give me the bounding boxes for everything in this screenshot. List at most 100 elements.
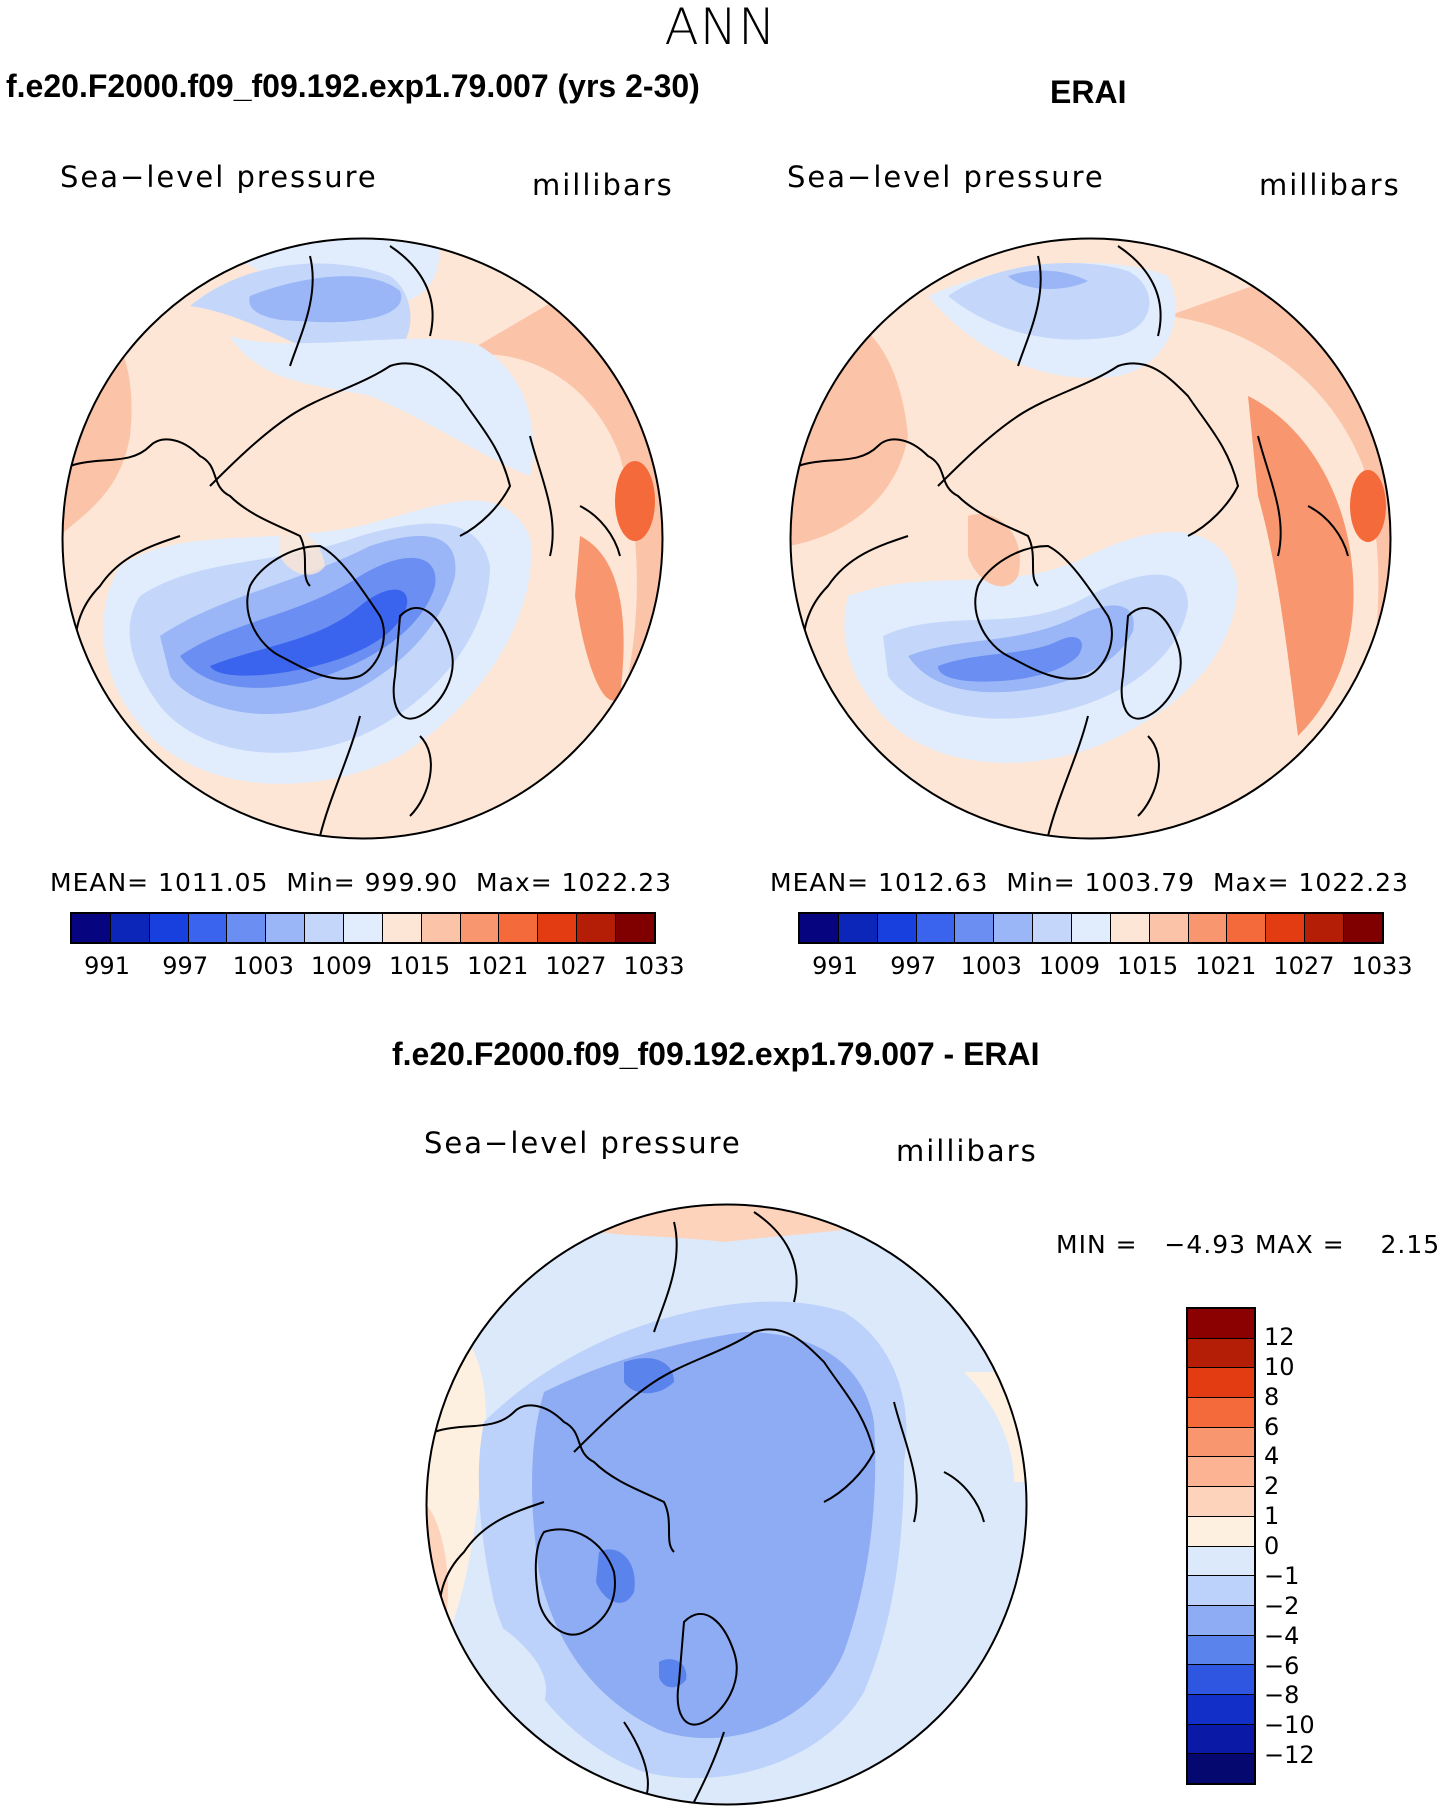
- panel-model-max-label: Max=: [476, 868, 553, 897]
- panel-model-colorbar-swatch: [266, 914, 306, 942]
- panel-model-colorbar-swatch: [538, 914, 578, 942]
- panel-diff-colorbar-swatch: [1188, 1724, 1254, 1755]
- panel-diff-units-label: millibars: [896, 1134, 1038, 1168]
- panel-model-stats: MEAN= 1011.05 Min= 999.90 Max= 1022.23: [50, 868, 672, 897]
- panel-obs-stats: MEAN= 1012.63 Min= 1003.79 Max= 1022.23: [770, 868, 1409, 897]
- panel-obs-colorbar-swatch: [1227, 914, 1267, 942]
- panel-obs-min-label: Min=: [1006, 868, 1076, 897]
- panel-diff-colorbar-tick-label: 0: [1264, 1532, 1280, 1560]
- panel-obs-map-border: [789, 237, 1392, 840]
- panel-obs-colorbar-swatch: [877, 914, 917, 942]
- panel-model-colorbar-tick-label: 1003: [232, 952, 294, 980]
- panel-obs-colorbar-tick-label: 991: [812, 952, 858, 980]
- panel-model-colorbar-swatch: [460, 914, 500, 942]
- panel-model-colorbar-swatch: [344, 914, 383, 942]
- panel-diff-title: f.e20.F2000.f09_f09.192.exp1.79.007 - ER…: [392, 1036, 1040, 1072]
- panel-diff-colorbar-swatch: [1188, 1309, 1254, 1339]
- panel-obs-colorbar-swatch: [994, 914, 1034, 942]
- panel-model-mean-label: MEAN=: [50, 868, 150, 897]
- panel-obs-colorbar: [798, 912, 1384, 944]
- panel-diff-colorbar-swatch: [1188, 1576, 1254, 1606]
- panel-obs-mean-value: 1012.63: [878, 868, 989, 897]
- panel-diff-colorbar-tick-label: −2: [1264, 1591, 1300, 1620]
- panel-model-colorbar-swatch: [110, 914, 150, 942]
- panel-model-colorbar-swatch: [227, 914, 267, 942]
- panel-diff-contour-fill: [426, 1204, 1027, 1805]
- panel-diff-colorbar-swatch: [1188, 1398, 1254, 1428]
- panel-diff-colorbar-swatch: [1188, 1487, 1254, 1517]
- panel-diff-colorbar-swatch: [1188, 1368, 1254, 1399]
- panel-model-mean-value: 1011.05: [158, 868, 269, 897]
- panel-obs-colorbar-tick-label: 1033: [1351, 952, 1413, 980]
- panel-model-colorbar-tick-label: 1009: [310, 952, 372, 980]
- panel-model-colorbar-swatch: [577, 914, 617, 942]
- panel-diff-colorbar-tick-label: −6: [1264, 1651, 1300, 1680]
- panel-model-colorbar-swatch: [188, 914, 228, 942]
- panel-diff-colorbar-tick-label: 12: [1264, 1322, 1295, 1351]
- panel-obs-contour-fill: [790, 238, 1391, 839]
- panel-model-title: f.e20.F2000.f09_f09.192.exp1.79.007 (yrs…: [6, 68, 700, 104]
- panel-obs-colorbar-swatch: [1305, 914, 1345, 942]
- panel-diff-min-label: MIN =: [1056, 1230, 1138, 1259]
- panel-diff-colorbar-swatch: [1188, 1457, 1254, 1488]
- panel-diff-colorbar-ticks: 12 10 8 6 4 2 1 0 −1 −2 −4 −6 −8 −10 −12: [1264, 1307, 1324, 1785]
- panel-obs-colorbar-swatch: [1266, 914, 1306, 942]
- panel-obs-colorbar-swatch: [1072, 914, 1111, 942]
- panel-model-colorbar-swatch: [421, 914, 461, 942]
- panel-obs-colorbar-swatch: [1344, 914, 1382, 942]
- panel-diff-colorbar-tick-label: −1: [1264, 1561, 1300, 1590]
- panel-model-coastlines: [69, 245, 621, 837]
- panel-diff-max-value: 2.15: [1380, 1230, 1441, 1259]
- panel-obs-colorbar-tick-label: 1009: [1038, 952, 1100, 980]
- panel-model-colorbar-swatch: [616, 914, 654, 942]
- panel-model-colorbar-swatch: [72, 914, 111, 942]
- panel-obs-colorbar-tick-label: 1027: [1273, 952, 1335, 980]
- panel-obs-colorbar-tick-label: 1021: [1195, 952, 1257, 980]
- panel-model-colorbar-tick-label: 1027: [545, 952, 607, 980]
- panel-model-colorbar-ticks: 991 997 1003 1009 1015 1021 1027 1033: [70, 952, 684, 982]
- panel-obs-colorbar-swatch: [1188, 914, 1228, 942]
- panel-obs-colorbar-ticks: 991 997 1003 1009 1015 1021 1027 1033: [798, 952, 1412, 982]
- panel-model-colorbar-swatch: [499, 914, 539, 942]
- panel-diff-min-value: −4.93: [1164, 1230, 1247, 1259]
- panel-obs-colorbar-swatch: [955, 914, 995, 942]
- panel-diff-variable-label: Sea−level pressure: [424, 1126, 742, 1160]
- panel-obs-coastlines: [797, 245, 1349, 837]
- panel-diff-colorbar-swatch: [1188, 1635, 1254, 1666]
- panel-model-colorbar-tick-label: 991: [84, 952, 130, 980]
- panel-diff-colorbar-swatch: [1188, 1694, 1254, 1725]
- panel-obs-colorbar-swatch: [1149, 914, 1189, 942]
- panel-obs-max-value: 1022.23: [1298, 868, 1409, 897]
- panel-diff-colorbar: [1186, 1307, 1256, 1785]
- panel-obs-min-value: 1003.79: [1084, 868, 1196, 897]
- panel-obs-colorbar-swatch: [838, 914, 878, 942]
- panel-diff-colorbar-swatch: [1188, 1516, 1254, 1547]
- panel-model-min-value: 999.90: [364, 868, 459, 897]
- panel-diff-colorbar-tick-label: 6: [1264, 1412, 1280, 1441]
- panel-obs-title: ERAI: [1050, 74, 1127, 110]
- panel-obs-variable-label: Sea−level pressure: [787, 160, 1105, 194]
- panel-obs-colorbar-swatch: [1033, 914, 1073, 942]
- panel-obs-colorbar-swatch: [916, 914, 956, 942]
- panel-model-colorbar-tick-label: 1021: [467, 952, 529, 980]
- panel-obs-colorbar-tick-label: 1003: [960, 952, 1022, 980]
- panel-model-colorbar-swatch: [305, 914, 345, 942]
- panel-diff-colorbar-swatch: [1188, 1605, 1254, 1636]
- panel-diff-colorbar-tick-label: 8: [1264, 1382, 1280, 1411]
- panel-diff-polar-map: [425, 1203, 1028, 1806]
- panel-diff-max-label: MAX =: [1254, 1230, 1345, 1259]
- panel-model-max-value: 1022.23: [561, 868, 673, 897]
- panel-diff-colorbar-tick-label: −8: [1264, 1681, 1300, 1710]
- panel-diff-colorbar-swatch: [1188, 1665, 1254, 1695]
- panel-model-min-label: Min=: [286, 868, 356, 897]
- panel-obs-colorbar-swatch: [1110, 914, 1150, 942]
- panel-diff-colorbar-swatch: [1188, 1546, 1254, 1577]
- panel-model-contour-fill: [62, 238, 663, 839]
- panel-obs-mean-label: MEAN=: [770, 868, 870, 897]
- panel-model-colorbar-tick-label: 1015: [389, 952, 451, 980]
- panel-diff-colorbar-tick-label: 10: [1264, 1352, 1295, 1381]
- panel-obs-max-label: Max=: [1212, 868, 1290, 897]
- panel-model-colorbar-tick-label: 997: [162, 952, 209, 980]
- panel-model-colorbar-swatch: [149, 914, 189, 942]
- panel-diff-colorbar-swatch: [1188, 1338, 1254, 1369]
